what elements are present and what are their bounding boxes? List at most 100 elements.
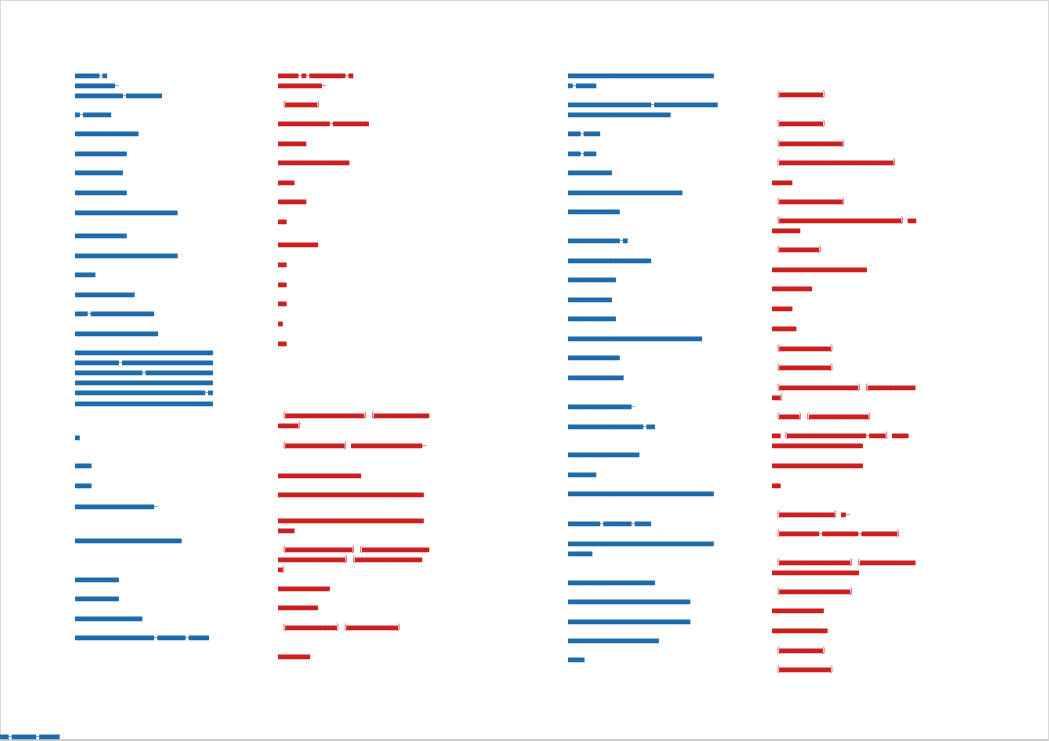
text-line: ■■■■■■■■■■■■■■■■■■■■■■■ bbox=[772, 461, 863, 470]
text-line: ■■■■■■■■■■■■■■■■■■■■■■■■■■ bbox=[75, 208, 178, 217]
text-line: ■■ bbox=[278, 339, 287, 348]
text-line: ■■■■■ bbox=[75, 270, 95, 279]
text-line: ■■■–■■■■ bbox=[568, 129, 600, 138]
text-line: 〔■■■■■■■■■■〕 bbox=[772, 245, 826, 254]
text-line: ■■■■■■■■■■■■■■■■■■■■■ bbox=[568, 256, 651, 265]
text-line: ■■■■■■■■■■– bbox=[75, 81, 119, 90]
text-line: 〔■■■■■■■■■■■〕 bbox=[772, 646, 830, 655]
text-line: ■■■■■■■■■■■■■■■■■■ bbox=[568, 450, 639, 459]
text-line: 〔■■■■■■■■■■■■■■■〕■■■■■■■■■■■■■■■■■■– bbox=[278, 441, 426, 450]
text-line: ■■■■■■■■■■■ bbox=[568, 295, 612, 304]
text-line: ■■■■ bbox=[278, 178, 295, 187]
text-line: ■■■■■■■■■■■■■■■■■■■■■■■■■■■■■■■ bbox=[568, 597, 690, 606]
text-line: ■■ bbox=[278, 217, 287, 226]
text-line: ■■■■■■■■■■■■■■■■■■■■■■■■■■■ bbox=[75, 536, 182, 545]
text-line: ■■■■■■■■■■■■ bbox=[568, 275, 616, 284]
text-line: ■■■■■■■■■■■■■ bbox=[75, 149, 127, 158]
text-line: ■■■■■〕 bbox=[278, 421, 306, 430]
text-line: 〔■■■■■■■■〕 bbox=[278, 100, 324, 109]
text-line: ■■■■■■■■■■■■■■■■■■■■■■■■■■ bbox=[568, 110, 671, 119]
text-line: ■■■■■■■■■■■■■■ bbox=[772, 626, 828, 635]
text-line: ■■■■■■–■ bbox=[75, 71, 107, 80]
text-line: ■■■■■■■■■■■■■■■■■ bbox=[75, 614, 142, 623]
text-line: 〔■■■■■■■■■■■■■〕〔■■■■■■■■■■■■■〕 bbox=[278, 623, 405, 632]
text-line: ■■■■ bbox=[568, 655, 585, 664]
text-line: ■■■■■■■■■■■■■ bbox=[75, 188, 127, 197]
text-line: 〔■■■■■■■■■■■■■■■■■■■■■■■■■■■■■■■〕■■ bbox=[772, 216, 916, 225]
text-line: ■■■■■■■ bbox=[278, 197, 306, 206]
text-line: 〔■■■■■■■■■■■■■〕 bbox=[772, 344, 838, 353]
text-line: ■■■■■■■■■■■■■■■■■■■■■■■■■■■■■■■■■■■ bbox=[75, 348, 213, 357]
text-line: ■■■■■■■■■■■■■ bbox=[75, 231, 127, 240]
text-line: ■■■■■■■■■■■ bbox=[75, 575, 119, 584]
text-line: 〔■■■■■■■■■■■〕 bbox=[772, 119, 830, 128]
text-line: ■■■■■■■■■■■■■■■■■■ bbox=[278, 158, 349, 167]
text-line: ■–■■■■■■■ bbox=[75, 110, 111, 119]
text-line: ■■■–■■■ bbox=[568, 149, 596, 158]
text-line: ■■■■■■■■■■■– bbox=[278, 81, 326, 90]
text-line: ■ bbox=[278, 319, 283, 328]
text-line: ■■■■■■■■■■■■■■■■■■■■■■■■■■■■■ bbox=[568, 188, 682, 197]
text-line: ■■■■■■■ bbox=[568, 470, 596, 479]
text-line: ■■■■■■■■■■■–■■■■■■■■■■■■■■■■■■■■■■■ bbox=[75, 358, 213, 367]
text-line: ■■■■■■ bbox=[772, 324, 796, 333]
text-line: ■■■■■■■■■■■■■■■■■■■■■ bbox=[75, 329, 158, 338]
text-line: ■■■■■■■■■■■ bbox=[568, 168, 612, 177]
text-line: ■■■■■■■ bbox=[278, 139, 306, 148]
text-line: ■■■■■■■■■■■■■ bbox=[772, 606, 824, 615]
text-line: ■■■■■ bbox=[772, 304, 792, 313]
text-line: ■■■■■■■■■■■ bbox=[75, 594, 119, 603]
text-line: ■■■■■■■■■■ bbox=[278, 240, 318, 249]
text-line: ■■■■■■■■■■■■■■■■■–■■■■■■■■■■■■■■■■■ bbox=[75, 368, 213, 377]
text-line: ■■■■■■■■■■■■■■■■■■■■■■■ bbox=[772, 441, 863, 450]
text-line: 〔■■■■■■■■■■■■■■〕■– bbox=[772, 510, 850, 519]
text-line: 〔■■■■■■■■■■■■■■■■〕 bbox=[772, 197, 850, 206]
text-line: ■■ bbox=[278, 299, 287, 308]
text-line: ■■■■ bbox=[278, 526, 295, 535]
text-line: 〔■■■■■■■■■■■■■■■■■■■■〕〔■■■■■■■■■■■■■■ bbox=[278, 411, 429, 420]
text-line: ■■ bbox=[278, 260, 287, 269]
text-line: ■■■■■■■■■■■■■■■■■■■■■■■■■■■■■■■■■■■ bbox=[75, 378, 213, 387]
text-line: 〔■■■■■■■■■■■■■■■■■■■■■■■■■■■■■〕 bbox=[772, 158, 901, 167]
text-line: ■■■■■■■■■■■■■■■■■■■■■■■■■■■■■■■■■■■■■ bbox=[278, 516, 424, 525]
text-line: ■■■■■ bbox=[772, 178, 792, 187]
text-line: ■■〕 bbox=[772, 393, 788, 402]
text-line: ■■■■■■ bbox=[568, 549, 592, 558]
text-line: ■■■■■■■■■■■■■ bbox=[278, 584, 330, 593]
text-line: ■■■■■■■■■■■■■■■■■■■■■■■■■■■■■■■■■■■■■ bbox=[568, 71, 714, 80]
text-line: 〔■■■■■■■■■■■〕 bbox=[772, 90, 830, 99]
text-line: ■■■■■■■■■■■■■■■■■■■■■■■■■■■■■■■■■■■ bbox=[75, 399, 213, 408]
text-line: 〔■■■■■■■■■■■■■■■■■■〕 bbox=[772, 587, 858, 596]
text-line: ■■■■■■■■ bbox=[278, 652, 310, 661]
text-line: ■■■■■■■■■■■■■ bbox=[568, 353, 620, 362]
text-line: 〔■■■■■■■■■■■■■〕 bbox=[772, 363, 838, 372]
text-line: ■■■■■■■■■■■■ bbox=[75, 168, 123, 177]
text-line: ■■■■■■■■–■■■■■■■–■■■■ bbox=[568, 519, 651, 528]
text-line: ■■■■■■■■■■■■■■■ bbox=[75, 290, 135, 299]
text-line: ■■■■■■■■■■■■■–■■■■■■■■■ bbox=[278, 119, 369, 128]
text-line: ■〕 bbox=[278, 565, 290, 574]
text-line: ■■■■■■■■■■■■■■■■ bbox=[75, 129, 139, 138]
text-line: ■■■■■■■■■■■■■■■■■■■■■■■■■■■■■■■■■■■■■ bbox=[568, 489, 714, 498]
text-line: ■■■■■■■■■■■■■■■■■■■■–■■■■■■■–■■■■■ bbox=[75, 633, 209, 642]
text-line: ■■■■■■■■■■ bbox=[772, 284, 812, 293]
text-line: ■■■■■–■–■■■■■■■■■–■ bbox=[278, 71, 353, 80]
text-line: ■■ bbox=[772, 481, 781, 490]
text-line: ■■■■■■■■■■■■■■■■■■■■■■■■■■■■■■■ bbox=[568, 617, 690, 626]
text-line: ■■■■■■■■■■■■■■ bbox=[568, 373, 624, 382]
text-line: ■■■■■■■■■■■■■■■■■■■■■■■■■■■■■■■■■■■■■ bbox=[278, 490, 424, 499]
text-line: ■■■■■■■■■■■■■■■■■■■■■■ bbox=[568, 578, 655, 587]
text-line: ■■■■■■■■■■■■■■■■■■■■■■■■■■■■■■■■■–■ bbox=[75, 388, 213, 397]
text-line: ■■■■■■■■■■■■■■■■■■■■■■■■■■■■■■■■■■■■■ bbox=[568, 539, 714, 548]
text-line: ■■■■■■■■■■■■ bbox=[568, 314, 616, 323]
text-line: 〔■■■■■■■■■■■■■〕 bbox=[772, 665, 838, 674]
text-line: 〔■■■■■〕〔■■■■■■■■■■■■■■■〕 bbox=[772, 412, 876, 421]
text-line: 〔■■■■■■■■■■–■■■■■■■■■–■■■■■■■■■〕 bbox=[772, 529, 905, 538]
text-line: ■■■■■■■■■■■■■■■■■■■■■■■■■■■■■■■■■■ bbox=[568, 334, 702, 343]
text-line: ■■〔■■■■■■■■■■■■■■■■■■■■–■■■■〕■■■■ bbox=[772, 431, 909, 440]
text-line: ■■ bbox=[278, 280, 287, 289]
text-line: ■■■■■■■■■■■■■–■ bbox=[568, 236, 628, 245]
footer-text: ■■–■■■■■■–■■■■■ bbox=[0, 732, 60, 741]
text-line: ■■■■■■■■■■■■■■■■■■■■– bbox=[75, 502, 158, 511]
